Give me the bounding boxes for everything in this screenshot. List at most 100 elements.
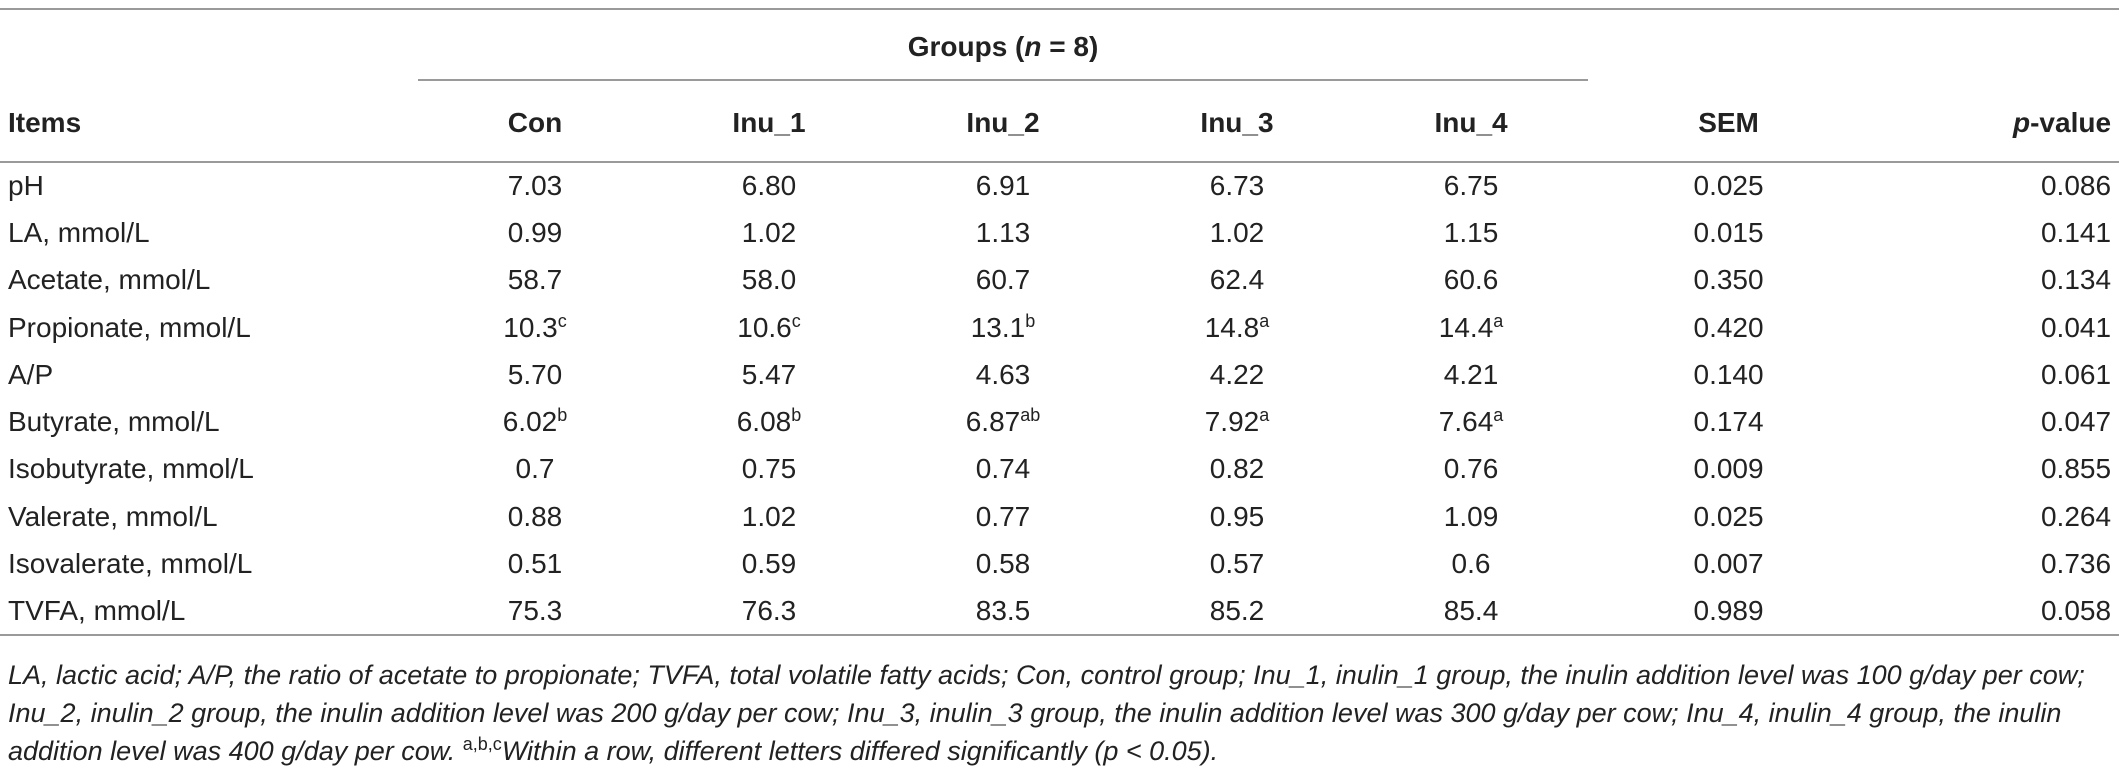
cell-value: 6.02 [502, 406, 558, 438]
cell-con: 6.02b [418, 398, 652, 445]
cell-superscript: a [1493, 405, 1504, 426]
cell-value: 1.15 [1443, 216, 1499, 248]
cell-inu1: 10.6c [652, 304, 886, 351]
row-item-label: pH [8, 170, 44, 202]
cell-value: 1.02 [741, 216, 797, 248]
table-body: pH 7.03 6.80 6.91 6.73 6.75 0.025 0.086 LA, mmol… [0, 162, 2119, 635]
cell-inu1: 0.75 [652, 446, 886, 493]
cell-inu4: 60.6 [1354, 257, 1588, 304]
cell-value: 0.95 [1209, 500, 1265, 532]
row-item-label: Acetate, mmol/L [8, 264, 211, 296]
table-row: Propionate, mmol/L 10.3c 10.6c 13.1b 14.8a 14… [0, 304, 2119, 351]
cell-inu4: 0.6 [1354, 540, 1588, 587]
row-item-label: A/P [8, 358, 54, 390]
table-row: Butyrate, mmol/L 6.02b 6.08b 6.87ab 7.92a 7.6… [0, 398, 2119, 445]
cell-superscript: a [1259, 310, 1270, 331]
cell-inu1: 6.08b [652, 398, 886, 445]
groups-header-prefix: Groups ( [907, 31, 1025, 62]
cell-inu3: 14.8a [1120, 304, 1354, 351]
cell-inu3: 0.57 [1120, 540, 1354, 587]
groups-header-suffix: = 8) [1041, 31, 1099, 62]
col-header-con: Con [507, 106, 563, 138]
cell-inu2: 0.77 [886, 493, 1120, 540]
cell-value: 58.0 [741, 264, 797, 296]
cell-value: 0.6 [1451, 548, 1491, 580]
cell-pvalue: 0.141 [2040, 216, 2112, 248]
cell-inu4: 14.4a [1354, 304, 1588, 351]
cell-superscript: c [791, 310, 801, 331]
cell-value: 0.82 [1209, 453, 1265, 485]
cell-value: 1.02 [1209, 216, 1265, 248]
row-item-label: Isovalerate, mmol/L [8, 548, 253, 580]
cell-value: 0.51 [507, 548, 563, 580]
cell-sem: 0.140 [1693, 358, 1764, 390]
results-table: Groups (n = 8) Items Con Inu_1 Inu_2 Inu… [0, 8, 2119, 636]
table-row: A/P 5.70 5.47 4.63 4.22 4.21 0.140 0.061 [0, 351, 2119, 398]
cell-value: 4.63 [975, 358, 1031, 390]
cell-inu3: 0.82 [1120, 446, 1354, 493]
cell-inu2: 4.63 [886, 351, 1120, 398]
cell-superscript: ab [1020, 405, 1041, 426]
cell-pvalue: 0.058 [2040, 594, 2112, 626]
cell-con: 58.7 [418, 257, 652, 304]
row-item-label: Propionate, mmol/L [8, 311, 251, 343]
cell-inu4: 85.4 [1354, 588, 1588, 635]
cell-value: 10.6 [737, 311, 792, 343]
cell-pvalue: 0.736 [2040, 548, 2112, 580]
col-header-inu3: Inu_3 [1200, 106, 1274, 138]
cell-inu4: 0.76 [1354, 446, 1588, 493]
cell-inu2: 83.5 [886, 588, 1120, 635]
cell-inu3: 6.73 [1120, 162, 1354, 209]
cell-value: 76.3 [741, 594, 797, 626]
cell-value: 6.08 [736, 406, 792, 438]
cell-inu2: 60.7 [886, 257, 1120, 304]
cell-value: 14.8 [1204, 311, 1260, 343]
cell-value: 7.03 [507, 170, 563, 202]
footnote-definitions: LA, lactic acid; A/P, the ratio of aceta… [8, 660, 2085, 766]
cell-value: 0.76 [1443, 453, 1499, 485]
cell-con: 0.7 [418, 446, 652, 493]
cell-value: 6.73 [1209, 170, 1265, 202]
cell-pvalue: 0.264 [2040, 500, 2112, 532]
table-row: Valerate, mmol/L 0.88 1.02 0.77 0.95 1.09 0.02… [0, 493, 2119, 540]
cell-superscript: c [557, 310, 567, 331]
cell-value: 1.02 [741, 500, 797, 532]
cell-sem: 0.025 [1693, 170, 1764, 202]
cell-value: 62.4 [1209, 264, 1265, 296]
cell-value: 0.74 [975, 453, 1031, 485]
cell-inu3: 1.02 [1120, 209, 1354, 256]
cell-sem: 0.420 [1693, 311, 1764, 343]
cell-superscript: b [557, 405, 568, 426]
cell-inu4: 1.09 [1354, 493, 1588, 540]
cell-sem: 0.025 [1693, 500, 1764, 532]
cell-inu1: 58.0 [652, 257, 886, 304]
cell-inu2: 6.87ab [886, 398, 1120, 445]
cell-pvalue: 0.041 [2040, 311, 2112, 343]
cell-inu4: 7.64a [1354, 398, 1588, 445]
table-row: Acetate, mmol/L 58.7 58.0 60.7 62.4 60.6 0.350… [0, 257, 2119, 304]
cell-sem: 0.350 [1693, 264, 1764, 296]
cell-value: 60.7 [975, 264, 1031, 296]
cell-value: 0.75 [741, 453, 797, 485]
cell-inu1: 0.59 [652, 540, 886, 587]
cell-superscript: a [1493, 310, 1504, 331]
pvalue-rest: -value [2030, 106, 2112, 138]
cell-value: 83.5 [975, 594, 1031, 626]
col-header-items: Items [8, 106, 82, 138]
cell-value: 6.80 [741, 170, 797, 202]
cell-inu4: 6.75 [1354, 162, 1588, 209]
cell-pvalue: 0.134 [2040, 264, 2112, 296]
col-header-inu4: Inu_4 [1434, 106, 1508, 138]
cell-inu2: 1.13 [886, 209, 1120, 256]
cell-con: 0.99 [418, 209, 652, 256]
cell-superscript: b [791, 405, 802, 426]
cell-value: 6.87 [965, 406, 1021, 438]
cell-value: 6.75 [1443, 170, 1499, 202]
cell-inu3: 4.22 [1120, 351, 1354, 398]
cell-value: 85.2 [1209, 594, 1265, 626]
col-header-sem: SEM [1698, 106, 1759, 138]
cell-con: 10.3c [418, 304, 652, 351]
cell-pvalue: 0.047 [2040, 406, 2112, 438]
row-item-label: Butyrate, mmol/L [8, 406, 220, 438]
